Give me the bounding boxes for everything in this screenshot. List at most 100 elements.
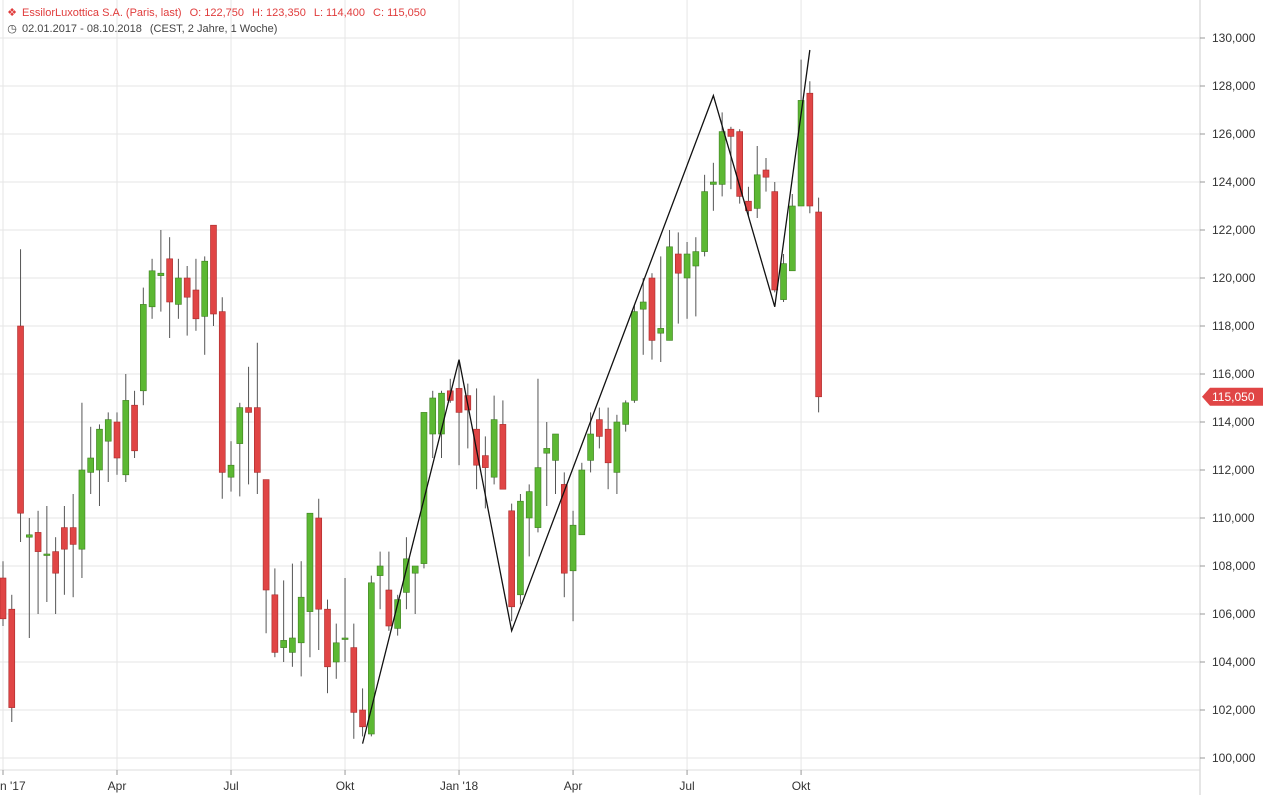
candle-body xyxy=(806,92,814,207)
candle-body xyxy=(87,457,94,473)
candle xyxy=(806,81,814,214)
candle-body xyxy=(753,174,761,209)
candle-body xyxy=(490,419,498,478)
candle xyxy=(569,510,577,622)
candle xyxy=(254,342,261,494)
candle xyxy=(596,407,603,449)
candle xyxy=(262,479,270,634)
candle-body xyxy=(201,260,209,317)
chart-header: ❖ EssilorLuxottica S.A. (Paris, last) O:… xyxy=(5,5,434,37)
candle-body xyxy=(560,484,568,574)
candle-body xyxy=(131,404,138,452)
candle-body xyxy=(508,510,515,608)
candle-body xyxy=(148,270,156,308)
candle xyxy=(201,256,209,355)
high-value: H: 123,350 xyxy=(252,7,306,19)
candle-body xyxy=(306,512,314,612)
x-tick-label: Jul xyxy=(223,779,238,793)
candle xyxy=(499,400,507,490)
date-range: 02.01.2017 - 08.10.2018 xyxy=(22,23,142,35)
candle-body xyxy=(96,428,103,471)
candle-body xyxy=(315,517,323,610)
candle xyxy=(140,287,147,406)
candle-body xyxy=(297,596,305,644)
candle-body xyxy=(727,128,735,137)
y-tick-label: 122,000 xyxy=(1212,223,1256,237)
candle-body xyxy=(332,642,340,663)
candle-body xyxy=(710,181,717,185)
candle-body xyxy=(175,277,182,305)
candle xyxy=(192,258,200,331)
candle xyxy=(797,59,805,207)
y-tick-label: 102,000 xyxy=(1212,703,1256,717)
x-tick-label: Okt xyxy=(792,779,811,793)
candle xyxy=(657,256,665,362)
candle xyxy=(490,395,498,485)
candle-body xyxy=(552,433,559,461)
candle xyxy=(771,182,779,293)
candle xyxy=(666,230,673,341)
candle-body xyxy=(0,577,7,620)
candle xyxy=(332,623,340,679)
candle-body xyxy=(157,272,165,276)
candle xyxy=(122,374,130,482)
candle xyxy=(104,412,112,482)
candle xyxy=(87,426,94,494)
instrument-name: EssilorLuxottica S.A. (Paris, last) xyxy=(22,7,182,19)
candle-body xyxy=(289,637,296,653)
candle-body xyxy=(604,428,612,464)
candle xyxy=(368,575,375,737)
candle xyxy=(17,249,24,542)
candle-body xyxy=(429,397,437,435)
candle xyxy=(674,232,682,324)
candle xyxy=(455,359,463,466)
clock-icon[interactable]: ◷ xyxy=(7,23,17,35)
candle-body xyxy=(692,251,700,267)
candle-body xyxy=(227,464,235,478)
candle xyxy=(341,578,349,662)
candle xyxy=(508,503,515,622)
candle xyxy=(613,414,621,494)
candle xyxy=(376,551,384,610)
candle-body xyxy=(376,565,384,576)
y-axis: 100,000 102,000 104,000 106,000 108,000 110,0… xyxy=(1199,0,1256,795)
y-tick-label: 128,000 xyxy=(1212,79,1256,93)
y-tick-label: 130,000 xyxy=(1212,31,1256,45)
candle-body xyxy=(218,311,226,473)
candle xyxy=(227,441,235,492)
candle xyxy=(411,565,419,614)
candle xyxy=(683,242,691,319)
candle-body xyxy=(52,551,59,574)
candles xyxy=(0,59,822,739)
candle-body xyxy=(482,455,489,468)
y-tick-label: 106,000 xyxy=(1212,607,1256,621)
candle xyxy=(403,537,410,610)
candle xyxy=(350,623,358,739)
candle xyxy=(622,400,629,432)
candle xyxy=(692,237,700,317)
candle-body xyxy=(271,594,279,653)
candle xyxy=(525,484,533,557)
y-tick-label: 114,000 xyxy=(1212,415,1255,429)
candle xyxy=(210,224,217,326)
candle-body xyxy=(254,407,261,473)
candle-body xyxy=(341,637,349,640)
candle-body xyxy=(245,407,252,413)
candle xyxy=(359,688,366,737)
candle-body xyxy=(596,419,603,437)
candle-body xyxy=(262,479,270,591)
candle-body xyxy=(210,224,217,315)
grid-lines xyxy=(0,0,1200,770)
last-price-tag: 115,050 xyxy=(1202,387,1263,406)
y-tick-label: 108,000 xyxy=(1212,559,1256,573)
candle-body xyxy=(455,388,463,413)
candle xyxy=(131,390,138,458)
candlestick-icon[interactable]: ❖ xyxy=(7,7,17,19)
candle-body xyxy=(411,565,419,574)
candle-body xyxy=(104,419,112,442)
y-tick-label: 118,000 xyxy=(1212,319,1255,333)
candle-body xyxy=(140,304,147,392)
candle xyxy=(0,561,7,626)
candle-body xyxy=(113,421,121,459)
